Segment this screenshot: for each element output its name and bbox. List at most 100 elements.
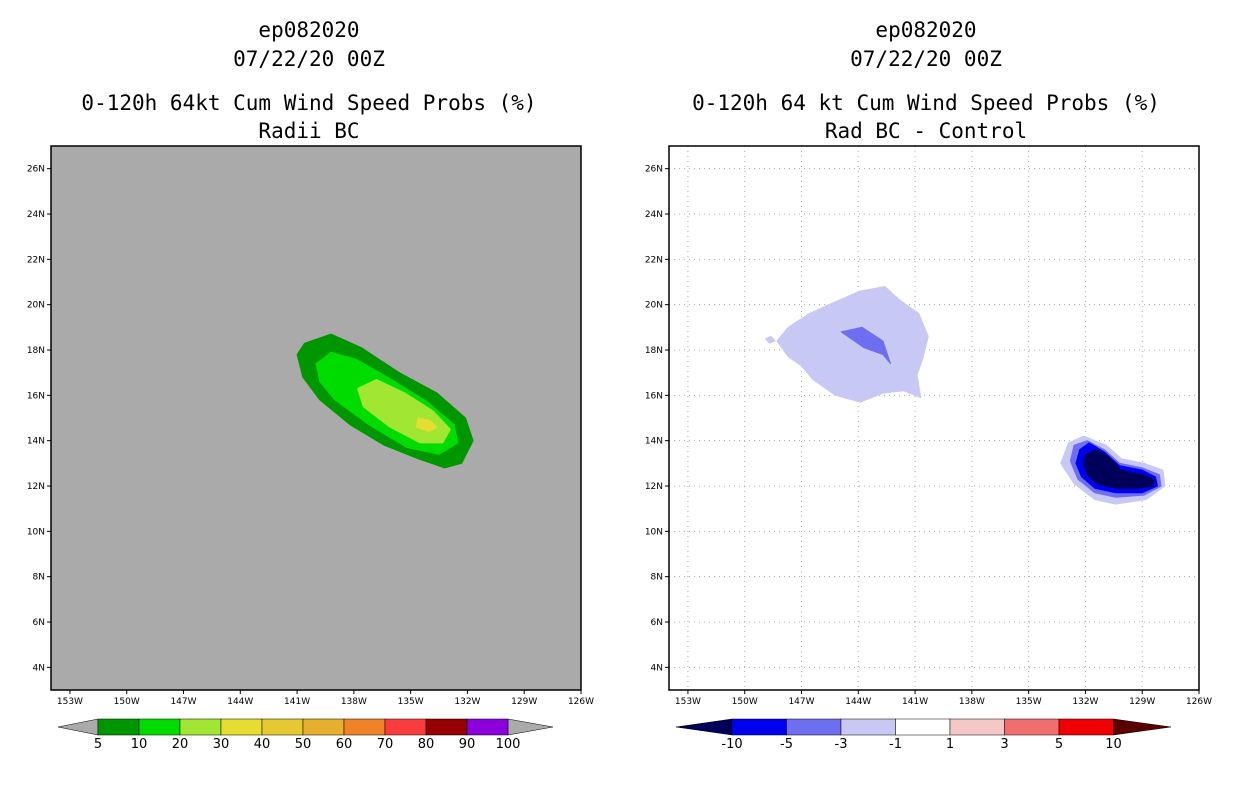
colorbar-label: 10 (131, 737, 148, 752)
y-tick-label: 6N (33, 618, 45, 628)
x-tick-label: 126W (1186, 697, 1212, 707)
left-plot-frame (50, 145, 582, 691)
colorbar-swatch (840, 718, 896, 736)
x-tick-label: 135W (1016, 697, 1042, 707)
colorbar-label: -1 (889, 737, 902, 752)
colorbar-swatch (1004, 718, 1060, 736)
colorbar-swatch (179, 718, 222, 736)
colorbar-label: 5 (94, 737, 102, 752)
left-plot-area (51, 146, 581, 690)
right-axis-ticks: 153W 150W 147W 144W 141W 138W 135W 132W 129W 126W… (645, 165, 1212, 707)
x-tick-label: 141W (284, 697, 310, 707)
colorbar-label: 20 (172, 737, 189, 752)
y-tick-label: 10N (645, 527, 663, 537)
right-storm-id: ep082020 (875, 18, 976, 42)
y-tick-label: 24N (645, 210, 663, 220)
colorbar-label: 70 (377, 737, 394, 752)
colorbar-swatch (1058, 718, 1114, 736)
y-tick-label: 10N (27, 527, 45, 537)
x-tick-label: 144W (227, 697, 253, 707)
x-tick-label: 150W (114, 697, 140, 707)
colorbar-label: -3 (835, 737, 848, 752)
right-grid (669, 146, 1200, 690)
right-plot-frame (668, 145, 1200, 691)
colorbar-label: 10 (1105, 737, 1122, 752)
x-tick-label: 138W (341, 697, 367, 707)
y-tick-label: 16N (645, 391, 663, 401)
x-tick-label: 141W (902, 697, 928, 707)
colorbar-label: -5 (780, 737, 793, 752)
y-tick-label: 26N (645, 165, 663, 175)
x-tick-label: 138W (959, 697, 985, 707)
left-axis-ticks: 153W 150W 147W 144W 141W 138W 135W 132W 129W 126W… (27, 165, 594, 707)
y-tick-label: 12N (645, 482, 663, 492)
colorbar-left-arrow (675, 718, 733, 736)
x-tick-label: 132W (1072, 697, 1098, 707)
right-datetime: 07/22/20 00Z (850, 47, 1002, 71)
right-subtitle: Rad BC - Control (825, 119, 1027, 143)
left-storm-id: ep082020 (258, 18, 359, 42)
x-tick-label: 153W (57, 697, 83, 707)
colorbar-label: 60 (336, 737, 353, 752)
colorbar-label: -10 (721, 737, 742, 752)
colorbar-swatch (97, 718, 140, 736)
colorbar-swatch (138, 718, 181, 736)
colorbar-right-arrow (1113, 718, 1172, 736)
y-tick-label: 20N (27, 301, 45, 311)
y-tick-label: 8N (33, 573, 45, 583)
colorbar-label: 90 (459, 737, 476, 752)
right-contours (765, 286, 1166, 505)
right-colorbar: -10 -5 -3 -1 1 3 5 10 (675, 718, 1172, 752)
right-plot-area (669, 146, 1199, 690)
contour-level-neg1 (765, 335, 776, 344)
y-tick-label: 26N (27, 165, 45, 175)
contour-level-neg1 (776, 286, 929, 403)
colorbar-swatch (425, 718, 468, 736)
contour-level-30 (415, 417, 438, 433)
colorbar-right-arrow (507, 718, 554, 736)
contour-level-neg10 (1083, 449, 1155, 489)
y-tick-label: 22N (645, 255, 663, 265)
left-subtitle: Radii BC (258, 119, 359, 143)
colorbar-swatch (261, 718, 304, 736)
colorbar-swatch (895, 718, 951, 736)
y-tick-label: 14N (645, 437, 663, 447)
x-tick-label: 132W (454, 697, 480, 707)
left-contours (296, 333, 474, 469)
x-tick-label: 153W (675, 697, 701, 707)
colorbar-swatch (949, 718, 1005, 736)
y-tick-label: 18N (27, 346, 45, 356)
right-title: 0-120h 64 kt Cum Wind Speed Probs (%) (692, 91, 1160, 115)
y-tick-label: 22N (27, 255, 45, 265)
x-tick-label: 126W (568, 697, 594, 707)
colorbar-swatch (466, 718, 509, 736)
colorbar-label: 80 (418, 737, 435, 752)
colorbar-left-arrow (57, 718, 99, 736)
y-tick-label: 24N (27, 210, 45, 220)
y-tick-label: 4N (651, 663, 663, 673)
colorbar-label: 40 (254, 737, 271, 752)
x-tick-label: 147W (788, 697, 814, 707)
colorbar-label: 50 (295, 737, 312, 752)
colorbar-label: 100 (496, 737, 521, 752)
x-tick-label: 129W (511, 697, 537, 707)
x-tick-label: 147W (170, 697, 196, 707)
y-tick-label: 14N (27, 437, 45, 447)
y-tick-label: 12N (27, 482, 45, 492)
contour-level-neg3 (840, 326, 891, 365)
left-title: 0-120h 64kt Cum Wind Speed Probs (%) (81, 91, 536, 115)
colorbar-label: 5 (1055, 737, 1063, 752)
y-tick-label: 16N (27, 391, 45, 401)
y-tick-label: 4N (33, 663, 45, 673)
x-tick-label: 150W (732, 697, 758, 707)
left-datetime: 07/22/20 00Z (233, 47, 385, 71)
y-tick-label: 20N (645, 301, 663, 311)
colorbar-label: 30 (213, 737, 230, 752)
colorbar-swatch (302, 718, 345, 736)
x-tick-label: 144W (845, 697, 871, 707)
x-tick-label: 129W (1129, 697, 1155, 707)
colorbar-label: 1 (946, 737, 954, 752)
y-tick-label: 18N (645, 346, 663, 356)
colorbar-swatch (220, 718, 263, 736)
